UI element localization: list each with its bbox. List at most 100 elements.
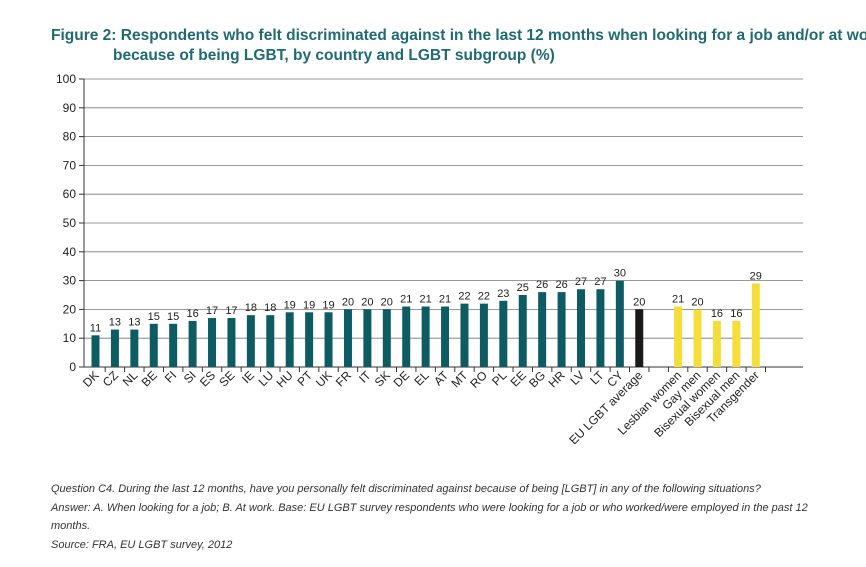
bar: [227, 318, 236, 367]
bar-value-label: 11: [90, 322, 101, 334]
category-label: SI: [181, 368, 199, 386]
bar-value-label: 21: [439, 294, 451, 306]
y-tick-label: 50: [63, 216, 77, 230]
bar-value-label: 29: [750, 270, 762, 282]
bar: [596, 289, 605, 367]
category-label: DE: [391, 368, 413, 390]
bar-value-label: 20: [633, 296, 645, 308]
category-label: FR: [333, 368, 354, 389]
bar: [635, 309, 644, 367]
bar: [693, 309, 702, 367]
y-tick-label: 0: [69, 360, 76, 374]
bar-value-label: 15: [167, 311, 179, 323]
bar: [615, 280, 624, 367]
bar: [518, 295, 527, 367]
bar: [577, 289, 585, 367]
y-tick-label: 20: [63, 302, 77, 316]
bar: [324, 312, 333, 367]
category-label: DK: [80, 368, 102, 390]
bar: [246, 315, 255, 367]
note-answer: Answer: A. When looking for a job; B. At…: [51, 501, 808, 533]
bar-value-label: 20: [361, 296, 373, 308]
category-label: MT: [448, 368, 471, 391]
bar: [499, 300, 508, 367]
bar-value-label: 19: [284, 299, 296, 311]
bar-value-label: 17: [225, 305, 237, 317]
bar: [208, 318, 217, 367]
bar-value-label: 18: [245, 302, 257, 314]
category-label: UK: [313, 368, 335, 390]
bar-value-label: 26: [555, 279, 567, 291]
category-label: HU: [274, 368, 296, 390]
y-tick-label: 70: [63, 158, 77, 172]
bar: [421, 306, 430, 367]
bar-value-label: 16: [711, 308, 723, 320]
category-label: SE: [216, 368, 237, 389]
category-label: BG: [526, 368, 548, 390]
bar: [712, 320, 721, 367]
bar-value-label: 16: [730, 308, 742, 320]
category-label: PL: [489, 368, 510, 389]
bar: [479, 303, 488, 367]
y-tick-label: 40: [63, 245, 77, 259]
bar: [460, 303, 469, 367]
category-label: SK: [372, 368, 393, 389]
bar-value-label: 21: [400, 294, 412, 306]
bar: [363, 309, 372, 367]
category-label: FI: [162, 368, 179, 385]
bar-value-label: 20: [381, 296, 393, 308]
category-label: CZ: [100, 368, 121, 389]
category-label: LU: [256, 368, 277, 389]
bar: [110, 329, 119, 367]
bar: [343, 309, 352, 367]
bar-value-label: 16: [186, 308, 198, 320]
bar-value-label: 17: [206, 305, 218, 317]
y-tick-label: 10: [63, 331, 77, 345]
category-label: IE: [239, 368, 257, 386]
note-question: Question C4. During the last 12 months, …: [51, 483, 761, 495]
bar-value-label: 22: [478, 291, 490, 303]
category-label: ES: [197, 368, 218, 389]
category-label: BE: [139, 368, 160, 389]
bar: [441, 306, 450, 367]
bar-value-label: 20: [342, 296, 354, 308]
category-label: HR: [546, 368, 568, 390]
bar-value-label: 30: [614, 268, 626, 280]
bar: [91, 335, 100, 367]
category-label: IT: [356, 368, 374, 386]
bar: [751, 283, 760, 367]
category-label: AT: [431, 368, 452, 389]
category-label: EE: [508, 368, 529, 389]
category-label: PT: [294, 368, 315, 389]
bar-value-label: 21: [672, 294, 684, 306]
y-tick-label: 100: [56, 72, 76, 86]
bar-value-label: 15: [148, 311, 160, 323]
category-label: EL: [411, 368, 432, 389]
category-label: RO: [467, 368, 490, 391]
bar: [266, 315, 275, 367]
bar-value-label: 22: [458, 291, 470, 303]
bar-value-label: 13: [109, 317, 121, 329]
bar-value-label: 13: [128, 317, 140, 329]
chart-title-line-2: because of being LGBT, by country and LG…: [113, 47, 555, 64]
bar: [149, 323, 158, 367]
bar-value-label: 19: [303, 299, 315, 311]
bar: [382, 309, 391, 367]
bar-value-label: 27: [594, 276, 606, 288]
bar: [557, 292, 566, 367]
bar: [538, 292, 547, 367]
y-tick-label: 60: [63, 187, 77, 201]
bar: [674, 306, 683, 367]
chart-title-line-1: Figure 2: Respondents who felt discrimin…: [51, 27, 866, 44]
bar-value-label: 27: [575, 276, 587, 288]
bar-value-label: 18: [264, 302, 276, 314]
chart-title: Figure 2: Respondents who felt discrimin…: [51, 26, 866, 66]
bar: [169, 323, 178, 367]
chart-notes: Question C4. During the last 12 months, …: [51, 480, 821, 554]
bar: [305, 312, 314, 367]
bar-value-label: 21: [420, 294, 432, 306]
bar-chart: 0 10 20 30 40 50 60 70 80 90 100 11 DK 13 CZ 13 NL 15 BE 15…: [56, 72, 803, 447]
y-tick-label: 90: [63, 101, 77, 115]
bar: [402, 306, 411, 367]
bar-value-label: 19: [322, 299, 334, 311]
